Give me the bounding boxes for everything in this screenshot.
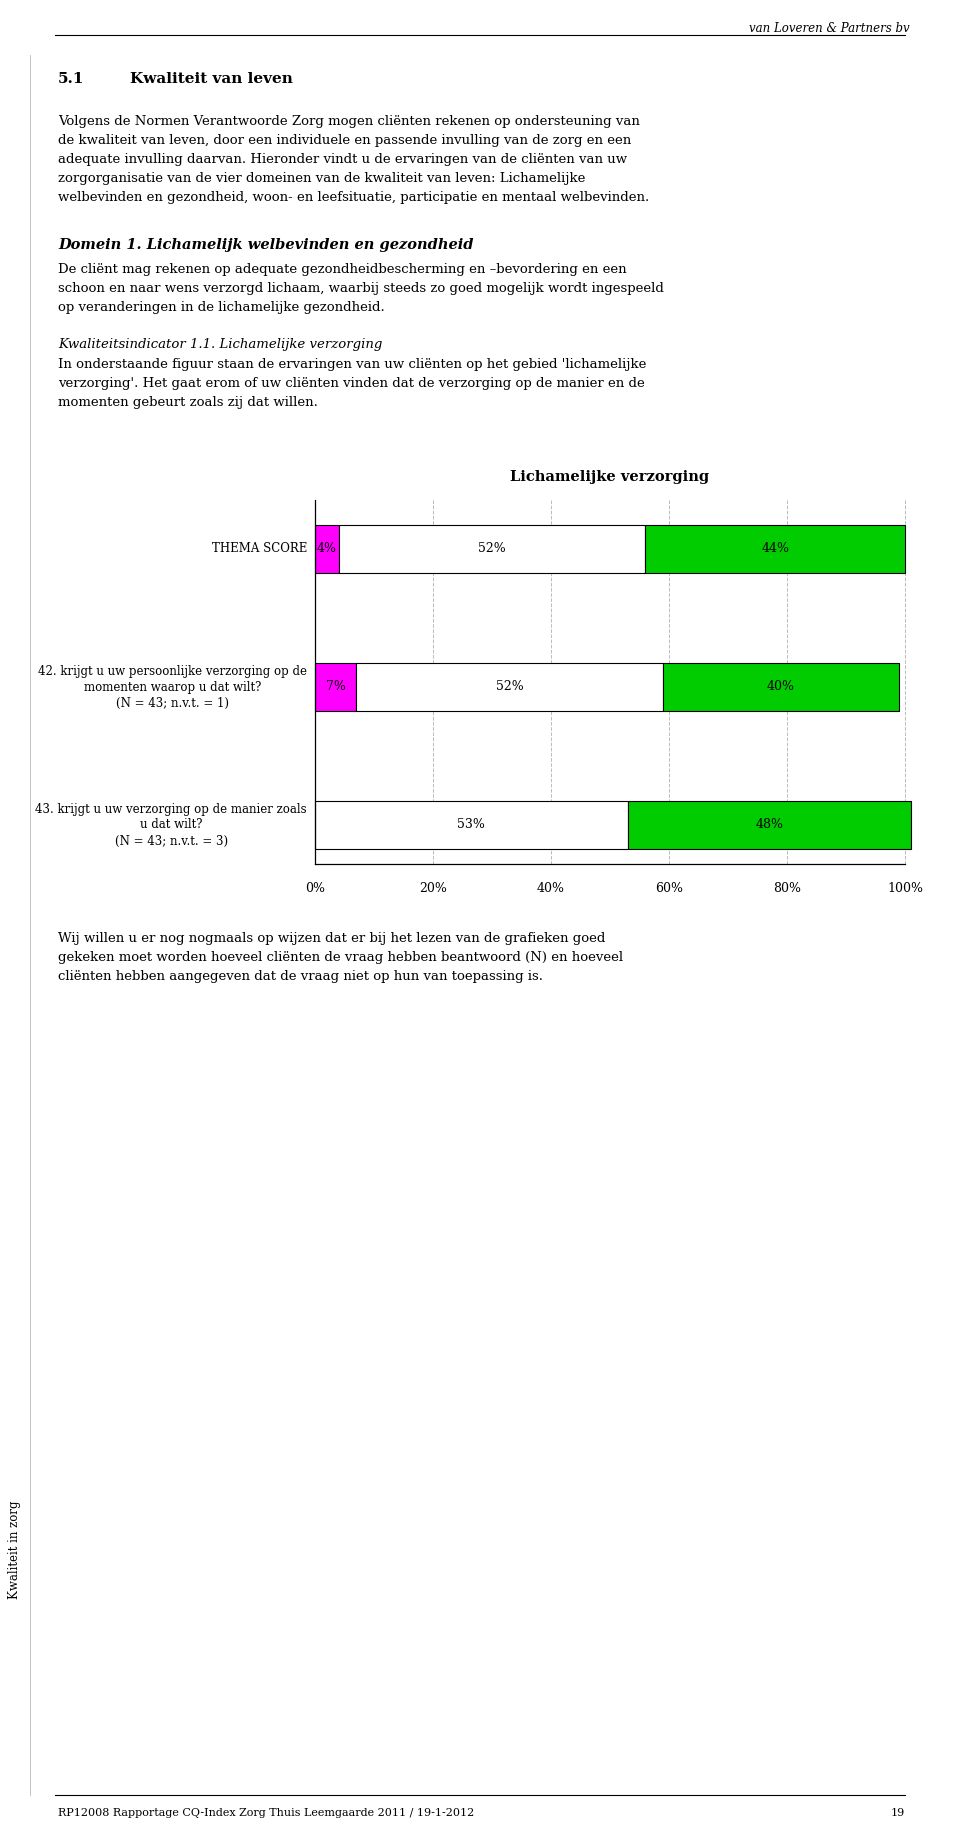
Text: gekeken moet worden hoeveel cliënten de vraag hebben beantwoord (N) en hoeveel: gekeken moet worden hoeveel cliënten de … [58,951,623,964]
Bar [356,663,663,711]
Text: 42. krijgt u uw persoonlijke verzorging op de
momenten waarop u dat wilt?
(N = 4: 42. krijgt u uw persoonlijke verzorging … [38,665,307,710]
Bar [315,525,339,573]
Text: 19: 19 [891,1808,905,1817]
Text: 43. krijgt u uw verzorging op de manier zoals
u dat wilt?
(N = 43; n.v.t. = 3): 43. krijgt u uw verzorging op de manier … [36,802,307,848]
Text: 100%: 100% [887,883,923,896]
Text: adequate invulling daarvan. Hieronder vindt u de ervaringen van de cliënten van : adequate invulling daarvan. Hieronder vi… [58,153,627,166]
Bar [663,663,900,711]
Text: Kwaliteit van leven: Kwaliteit van leven [130,72,293,87]
Bar [339,525,645,573]
Text: 44%: 44% [761,542,789,555]
Text: welbevinden en gezondheid, woon- en leefsituatie, participatie en mentaal welbev: welbevinden en gezondheid, woon- en leef… [58,192,649,205]
Text: 7%: 7% [325,680,346,693]
Text: de kwaliteit van leven, door een individuele en passende invulling van de zorg e: de kwaliteit van leven, door een individ… [58,135,632,147]
Text: Wij willen u er nog nogmaals op wijzen dat er bij het lezen van de grafieken goe: Wij willen u er nog nogmaals op wijzen d… [58,933,606,945]
Text: 40%: 40% [537,883,565,896]
Bar [645,525,905,573]
Text: momenten gebeurt zoals zij dat willen.: momenten gebeurt zoals zij dat willen. [58,396,318,409]
Text: RP12008 Rapportage CQ-Index Zorg Thuis Leemgaarde 2011 / 19-1-2012: RP12008 Rapportage CQ-Index Zorg Thuis L… [58,1808,474,1817]
Bar [315,802,628,850]
Text: 4%: 4% [317,542,337,555]
Text: 52%: 52% [478,542,506,555]
Bar [628,802,911,850]
Text: Lichamelijke verzorging: Lichamelijke verzorging [511,470,709,485]
Text: 60%: 60% [655,883,683,896]
Bar [315,663,356,711]
Text: 40%: 40% [767,680,795,693]
Text: 5.1: 5.1 [58,72,84,87]
Text: In onderstaande figuur staan de ervaringen van uw cliënten op het gebied 'licham: In onderstaande figuur staan de ervaring… [58,358,646,370]
Text: 20%: 20% [420,883,447,896]
Text: Volgens de Normen Verantwoorde Zorg mogen cliënten rekenen op ondersteuning van: Volgens de Normen Verantwoorde Zorg moge… [58,114,640,127]
Text: THEMA SCORE: THEMA SCORE [211,542,307,555]
Text: Kwaliteit in zorg: Kwaliteit in zorg [9,1500,21,1600]
Text: Domein 1. Lichamelijk welbevinden en gezondheid: Domein 1. Lichamelijk welbevinden en gez… [58,238,473,252]
Text: 53%: 53% [457,818,486,831]
Text: cliënten hebben aangegeven dat de vraag niet op hun van toepassing is.: cliënten hebben aangegeven dat de vraag … [58,969,543,982]
Text: 48%: 48% [756,818,783,831]
Text: 80%: 80% [773,883,801,896]
Text: verzorging'. Het gaat erom of uw cliënten vinden dat de verzorging op de manier : verzorging'. Het gaat erom of uw cliënte… [58,378,645,391]
Text: De cliënt mag rekenen op adequate gezondheidbescherming en –bevordering en een: De cliënt mag rekenen op adequate gezond… [58,264,627,276]
Text: 0%: 0% [305,883,325,896]
Text: 52%: 52% [495,680,523,693]
Text: schoon en naar wens verzorgd lichaam, waarbij steeds zo goed mogelijk wordt inge: schoon en naar wens verzorgd lichaam, wa… [58,282,664,295]
Text: van Loveren & Partners bv: van Loveren & Partners bv [750,22,910,35]
Text: zorgorganisatie van de vier domeinen van de kwaliteit van leven: Lichamelijke: zorgorganisatie van de vier domeinen van… [58,171,586,184]
Text: op veranderingen in de lichamelijke gezondheid.: op veranderingen in de lichamelijke gezo… [58,300,385,313]
Text: Kwaliteitsindicator 1.1. Lichamelijke verzorging: Kwaliteitsindicator 1.1. Lichamelijke ve… [58,337,382,350]
